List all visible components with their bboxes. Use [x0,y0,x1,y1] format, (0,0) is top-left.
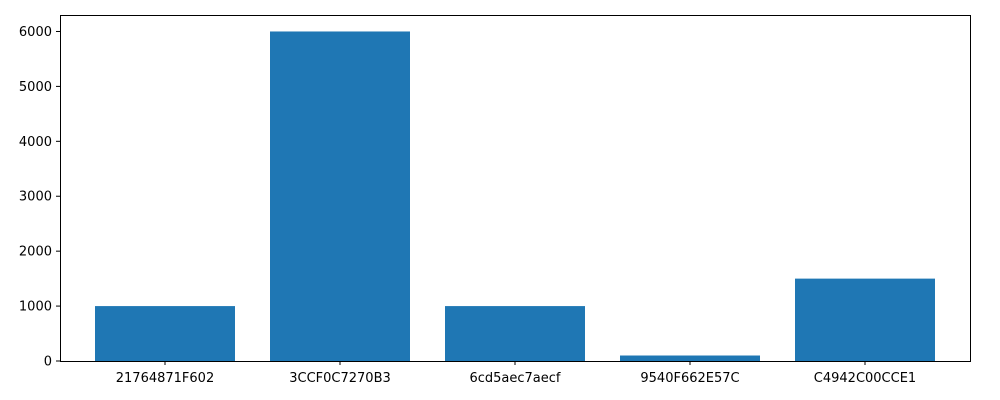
x-tick-label: 6cd5aec7aecf [469,371,560,386]
y-tick-label: 5000 [19,80,52,95]
x-tick-label: 21764871F602 [116,371,214,386]
plot-frame [60,15,971,362]
y-tick-label: 6000 [19,25,52,40]
y-tick-label: 1000 [19,300,52,315]
x-tick-label: 9540F662E57C [640,371,739,386]
y-tick-label: 3000 [19,190,52,205]
y-tick-label: 2000 [19,245,52,260]
bar-2 [445,306,585,361]
y-tick-label: 0 [44,355,52,370]
bar-1 [270,31,410,361]
x-tick-label: 3CCF0C7270B3 [289,371,391,386]
bar-4 [795,278,935,361]
y-tick-label: 4000 [19,135,52,150]
y-axis-ticks: 0 1000 2000 3000 4000 5000 6000 [19,25,60,370]
x-axis-ticks: 21764871F602 3CCF0C7270B3 6cd5aec7aecf 9540… [116,361,916,386]
bar-3 [620,355,760,361]
x-tick-label: C4942C00CCE1 [814,371,916,386]
bar-0 [95,306,235,361]
bars-group [95,31,935,361]
